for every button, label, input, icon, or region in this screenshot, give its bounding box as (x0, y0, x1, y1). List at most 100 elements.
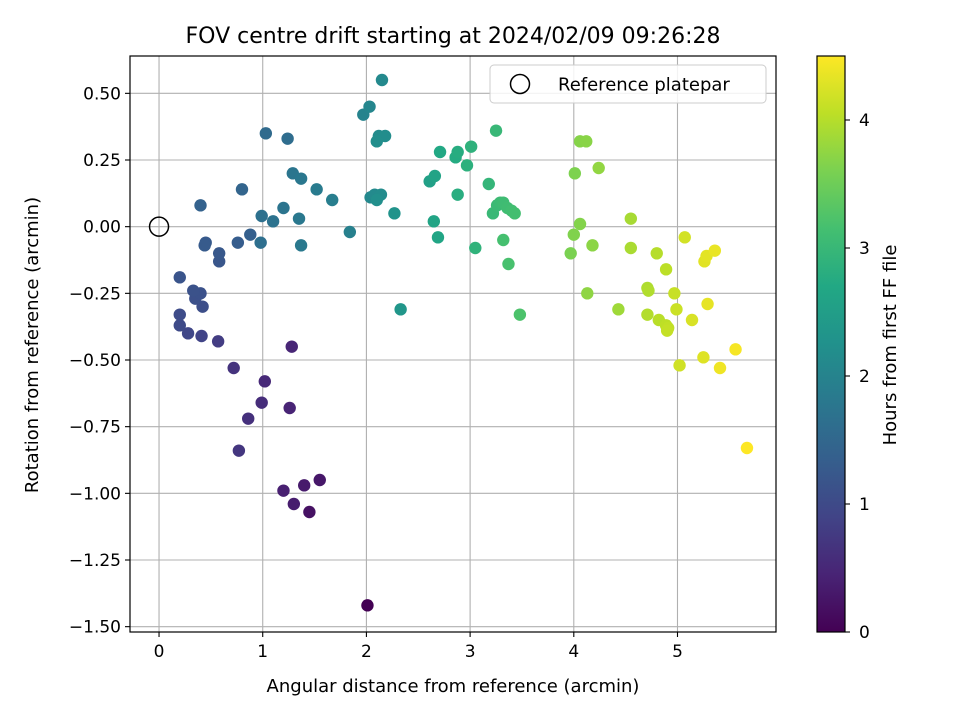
data-point (428, 169, 442, 183)
data-point (678, 231, 691, 244)
data-point (497, 233, 510, 247)
data-point (211, 335, 225, 348)
data-point (433, 145, 447, 159)
data-point (624, 212, 638, 225)
data-point (298, 479, 311, 492)
data-point (370, 193, 383, 207)
data-point (266, 215, 280, 228)
colorbar-tick-label: 4 (859, 111, 870, 131)
data-point (642, 284, 655, 297)
data-point (196, 300, 209, 313)
data-point (277, 201, 290, 215)
data-point (258, 375, 271, 388)
colorbar-tick-label: 1 (859, 495, 870, 515)
data-point (283, 401, 296, 415)
legend-box (489, 64, 767, 104)
y-tick-label: −0.25 (69, 284, 121, 304)
data-point (325, 193, 339, 207)
data-point (187, 284, 200, 297)
grid (130, 56, 776, 632)
data-point (259, 127, 273, 140)
colorbar-tick-label: 2 (859, 367, 870, 387)
x-axis-label: Angular distance from reference (arcmin) (267, 676, 640, 697)
data-point (460, 159, 474, 172)
reference-marker-layer (148, 216, 170, 237)
data-point (713, 361, 727, 375)
colorbar-label: Hours from first FF file (880, 245, 901, 446)
reference-platepar-marker (148, 216, 170, 237)
data-point (641, 308, 654, 321)
data-point (375, 73, 389, 87)
axis-ticks: 0 1 2 3 4 5 −1.50 −1.25 −1.00 −0.75 −0.50 −0.25 0.00… (69, 84, 683, 662)
x-tick-label: 3 (465, 642, 476, 662)
data-point (482, 177, 495, 191)
data-point (729, 343, 742, 356)
data-point (451, 145, 464, 159)
data-point (697, 351, 710, 364)
y-tick-label: 0.50 (83, 84, 121, 104)
y-tick-label: −1.50 (69, 618, 121, 638)
data-point (231, 236, 245, 249)
y-tick-label: −1.25 (69, 551, 121, 571)
data-point (673, 359, 686, 372)
y-axis-label: Rotation from reference (arcmin) (22, 197, 43, 493)
data-point (668, 287, 681, 300)
data-points (173, 73, 754, 612)
data-point (650, 247, 663, 260)
data-point (427, 215, 441, 228)
data-point (232, 444, 246, 457)
data-point (388, 207, 401, 220)
data-point (564, 247, 577, 260)
x-tick-label: 5 (672, 642, 683, 662)
chart-title: FOV centre drift starting at 2024/02/09 … (186, 24, 721, 49)
y-tick-label: −0.50 (69, 351, 121, 371)
data-point (708, 244, 722, 257)
data-point (313, 473, 326, 487)
data-point (612, 303, 625, 316)
x-tick-label: 0 (154, 642, 165, 662)
data-point (212, 247, 226, 260)
data-point (195, 329, 208, 343)
data-point (255, 209, 268, 223)
data-point (489, 124, 503, 137)
colorbar-ticks: 0 1 2 3 4 (845, 111, 870, 643)
y-tick-label: 0.00 (83, 218, 121, 238)
colorbar (816, 55, 846, 633)
data-point (361, 599, 374, 612)
data-point (181, 327, 195, 340)
x-tick-label: 2 (361, 642, 372, 662)
data-point (573, 217, 587, 231)
data-point (310, 183, 323, 196)
data-point (173, 319, 186, 332)
data-point (660, 324, 674, 337)
data-point (581, 287, 594, 300)
data-point (242, 412, 255, 425)
data-point (173, 308, 186, 321)
y-tick-label: 0.25 (83, 151, 121, 171)
y-tick-label: −1.00 (69, 484, 121, 504)
data-point (513, 308, 527, 321)
data-point (508, 207, 521, 220)
data-point (255, 396, 268, 409)
data-point (294, 239, 308, 252)
data-point (173, 271, 186, 284)
data-point (370, 135, 383, 148)
data-point (277, 484, 290, 497)
data-point (235, 183, 249, 196)
colorbar-tick-label: 0 (859, 623, 870, 643)
data-point (659, 263, 673, 276)
data-point (285, 340, 298, 353)
data-point (281, 132, 294, 145)
data-point (701, 297, 714, 311)
data-point (670, 303, 683, 316)
data-point (254, 236, 267, 249)
plot-frame (129, 55, 777, 633)
data-point (685, 313, 699, 327)
data-point (294, 172, 308, 185)
x-tick-label: 4 (568, 642, 579, 662)
data-point (451, 188, 464, 201)
data-point (740, 441, 754, 455)
data-point (431, 231, 445, 244)
data-point (303, 505, 316, 519)
legend: Reference platepar (489, 64, 767, 104)
